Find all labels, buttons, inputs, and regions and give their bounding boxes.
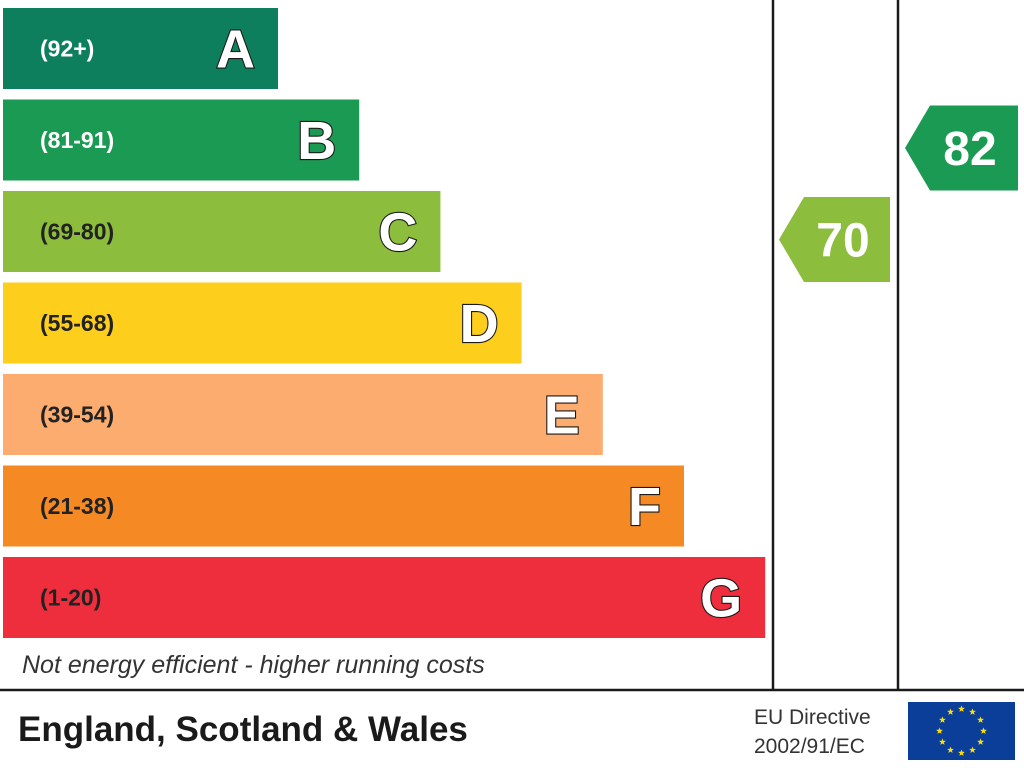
band-d: (55-68) D	[3, 282, 522, 364]
potential-rating-value: 82	[943, 123, 996, 176]
band-letter-a: A	[216, 20, 255, 80]
eu-star-icon	[947, 746, 954, 753]
band-f: (21-38) F	[3, 465, 684, 547]
potential-rating-arrow	[905, 105, 1018, 191]
band-bar-d	[3, 282, 522, 364]
inefficiency-note: Not energy efficient - higher running co…	[22, 651, 485, 679]
band-c: (69-80) C	[3, 191, 441, 272]
band-letter-b: B	[297, 111, 336, 171]
directive-line-2: 2002/91/EC	[754, 735, 865, 758]
current-rating-arrow	[779, 197, 890, 282]
band-range-g: (1-20)	[40, 585, 101, 611]
band-bar-c	[3, 191, 441, 272]
current-rating-value: 70	[816, 215, 869, 268]
band-range-a: (92+)	[40, 36, 94, 62]
eu-star-icon	[947, 708, 954, 715]
band-a: (92+) A	[3, 8, 278, 89]
band-range-b: (81-91)	[40, 127, 114, 153]
eu-star-icon	[939, 716, 946, 723]
band-range-e: (39-54)	[40, 402, 114, 428]
band-letter-e: E	[544, 386, 580, 446]
potential-rating-marker: 82	[905, 105, 1018, 191]
current-rating-marker: 70	[779, 197, 890, 282]
eu-flag-icon	[908, 702, 1015, 760]
band-range-d: (55-68)	[40, 310, 114, 336]
band-letter-d: D	[460, 294, 499, 354]
band-letter-f: F	[628, 477, 661, 537]
band-b: (81-91) B	[3, 99, 360, 181]
band-letter-c: C	[378, 203, 417, 263]
eu-star-icon	[977, 738, 984, 745]
band-range-f: (21-38)	[40, 493, 114, 519]
band-bar-b	[3, 99, 360, 181]
band-bar-e	[3, 374, 603, 455]
eu-star-icon	[969, 746, 976, 753]
band-g: (1-20) G	[3, 557, 766, 638]
eu-star-icon	[980, 727, 987, 734]
band-bar-g	[3, 557, 766, 638]
eu-star-icon	[939, 738, 946, 745]
eu-star-icon	[969, 708, 976, 715]
eu-star-icon	[977, 716, 984, 723]
eu-star-icon	[936, 727, 943, 734]
rating-bands: (92+) A (81-91) B (69-80) C (55-68) D (39-54) E (2…	[3, 8, 766, 638]
band-bar-a	[3, 8, 278, 89]
band-range-c: (69-80)	[40, 219, 114, 245]
rating-markers: 70 82	[779, 105, 1018, 282]
directive-line-1: EU Directive	[754, 706, 871, 729]
band-letter-g: G	[700, 569, 742, 629]
eu-star-icon	[958, 749, 965, 756]
region-label: England, Scotland & Wales	[18, 710, 468, 749]
eu-star-icon	[958, 705, 965, 712]
band-bar-f	[3, 465, 684, 547]
band-e: (39-54) E	[3, 374, 603, 455]
